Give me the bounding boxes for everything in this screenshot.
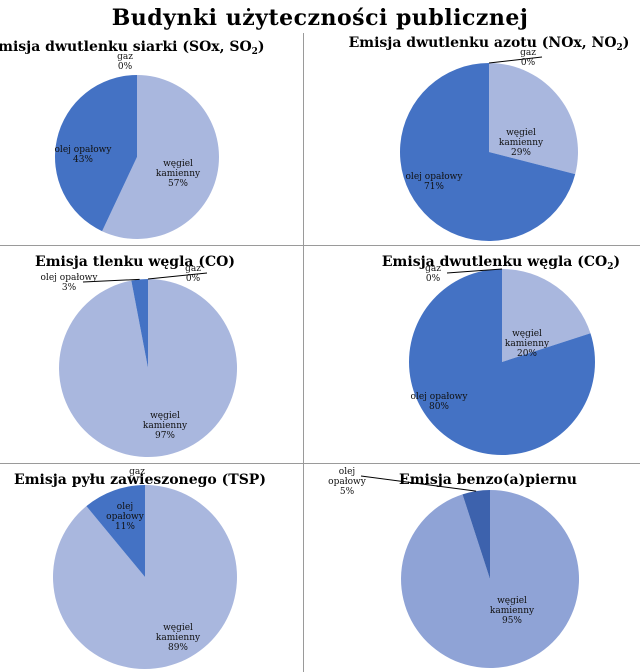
chart-title: Emisja dwutlenku siarki (SOx, SO2) [0, 39, 265, 57]
pie-slice-olej [86, 485, 145, 577]
chart-title: Emisja tlenku węgla (CO) [35, 254, 235, 270]
label-leader-line [446, 268, 503, 274]
slice-label: olej opałowy 11% [106, 502, 145, 532]
grid-divider-row1 [0, 245, 640, 246]
slice-label: gaz [129, 467, 145, 477]
slice-label: węgiel kamienny 57% [156, 159, 201, 189]
slice-label: olej opałowy 3% [41, 273, 99, 293]
slice-label: gaz 0% [425, 264, 441, 284]
slice-label: olej opałowy 43% [55, 145, 113, 165]
page-title: Budynki użyteczności publicznej [111, 5, 529, 31]
chart-benzo: Emisja benzo(a)piernu węgiel kamienny 95% ol… [304, 464, 640, 672]
slice-label: węgiel kamienny 89% [156, 623, 201, 653]
grid-divider-vertical [303, 33, 304, 672]
label-leader-line [147, 272, 208, 280]
chart-title: Emisja dwutlenku węgla (CO2) [382, 254, 620, 272]
slice-label: gaz 0% [520, 48, 536, 68]
slice-label: olej opałowy 80% [411, 392, 469, 412]
pie-slice-wegiel [401, 490, 580, 668]
slice-label: gaz 0% [117, 52, 133, 72]
chart-so2: Emisja dwutlenku siarki (SOx, SO2) węgiel… [0, 33, 303, 245]
chart-nox: Emisja dwutlenku azotu (NOx, NO2) węgiel k… [304, 33, 640, 245]
pie-svg: Emisja pyłu zawieszonego (TSP) węgiel kami… [14, 467, 266, 669]
slice-label: węgiel kamienny 29% [499, 128, 544, 158]
pie-slice-wegiel [59, 279, 238, 457]
pie-slice-olej [399, 63, 576, 242]
pie-slice-wegiel [502, 269, 591, 362]
chart-title: Emisja pyłu zawieszonego (TSP) [14, 472, 266, 488]
chart-title: Emisja dwutlenku azotu (NOx, NO2) [349, 35, 630, 53]
slice-label: węgiel kamienny 97% [143, 411, 188, 441]
chart-co: Emisja tlenku węgla (CO) węgiel kamienny 97… [0, 246, 303, 463]
pie-slice-olej [462, 490, 490, 579]
pie-slice-olej [54, 75, 137, 232]
slice-label: węgiel kamienny 20% [505, 329, 550, 359]
pie-svg: Emisja benzo(a)piernu węgiel kamienny 95% ol… [328, 467, 580, 668]
pie-svg: Emisja tlenku węgla (CO) węgiel kamienny 97… [35, 254, 238, 457]
slice-label: olej opałowy 5% [328, 467, 367, 497]
pie-slice-wegiel [102, 75, 219, 240]
pie-svg: Emisja dwutlenku siarki (SOx, SO2) węgiel… [0, 39, 265, 240]
grid-divider-row2 [0, 463, 640, 464]
chart-title: Emisja benzo(a)piernu [399, 472, 577, 488]
slice-label: gaz 0% [185, 264, 201, 284]
pie-slice-wegiel [52, 485, 237, 669]
slice-label: olej opałowy 71% [406, 172, 464, 192]
chart-tsp: Emisja pyłu zawieszonego (TSP) węgiel kami… [0, 464, 303, 672]
label-leader-line [488, 56, 543, 64]
pie-slice-olej [409, 269, 596, 455]
label-leader-line [82, 278, 140, 283]
pie-slice-wegiel [489, 63, 578, 175]
pie-svg: Emisja dwutlenku węgla (CO2) węgiel kamien… [382, 254, 620, 455]
chart-co2: Emisja dwutlenku węgla (CO2) węgiel kamien… [304, 246, 640, 463]
label-leader-line [360, 475, 477, 492]
slice-label: węgiel kamienny 95% [490, 596, 535, 626]
pie-slice-olej [131, 279, 148, 368]
pie-svg: Emisja dwutlenku azotu (NOx, NO2) węgiel k… [349, 35, 630, 242]
